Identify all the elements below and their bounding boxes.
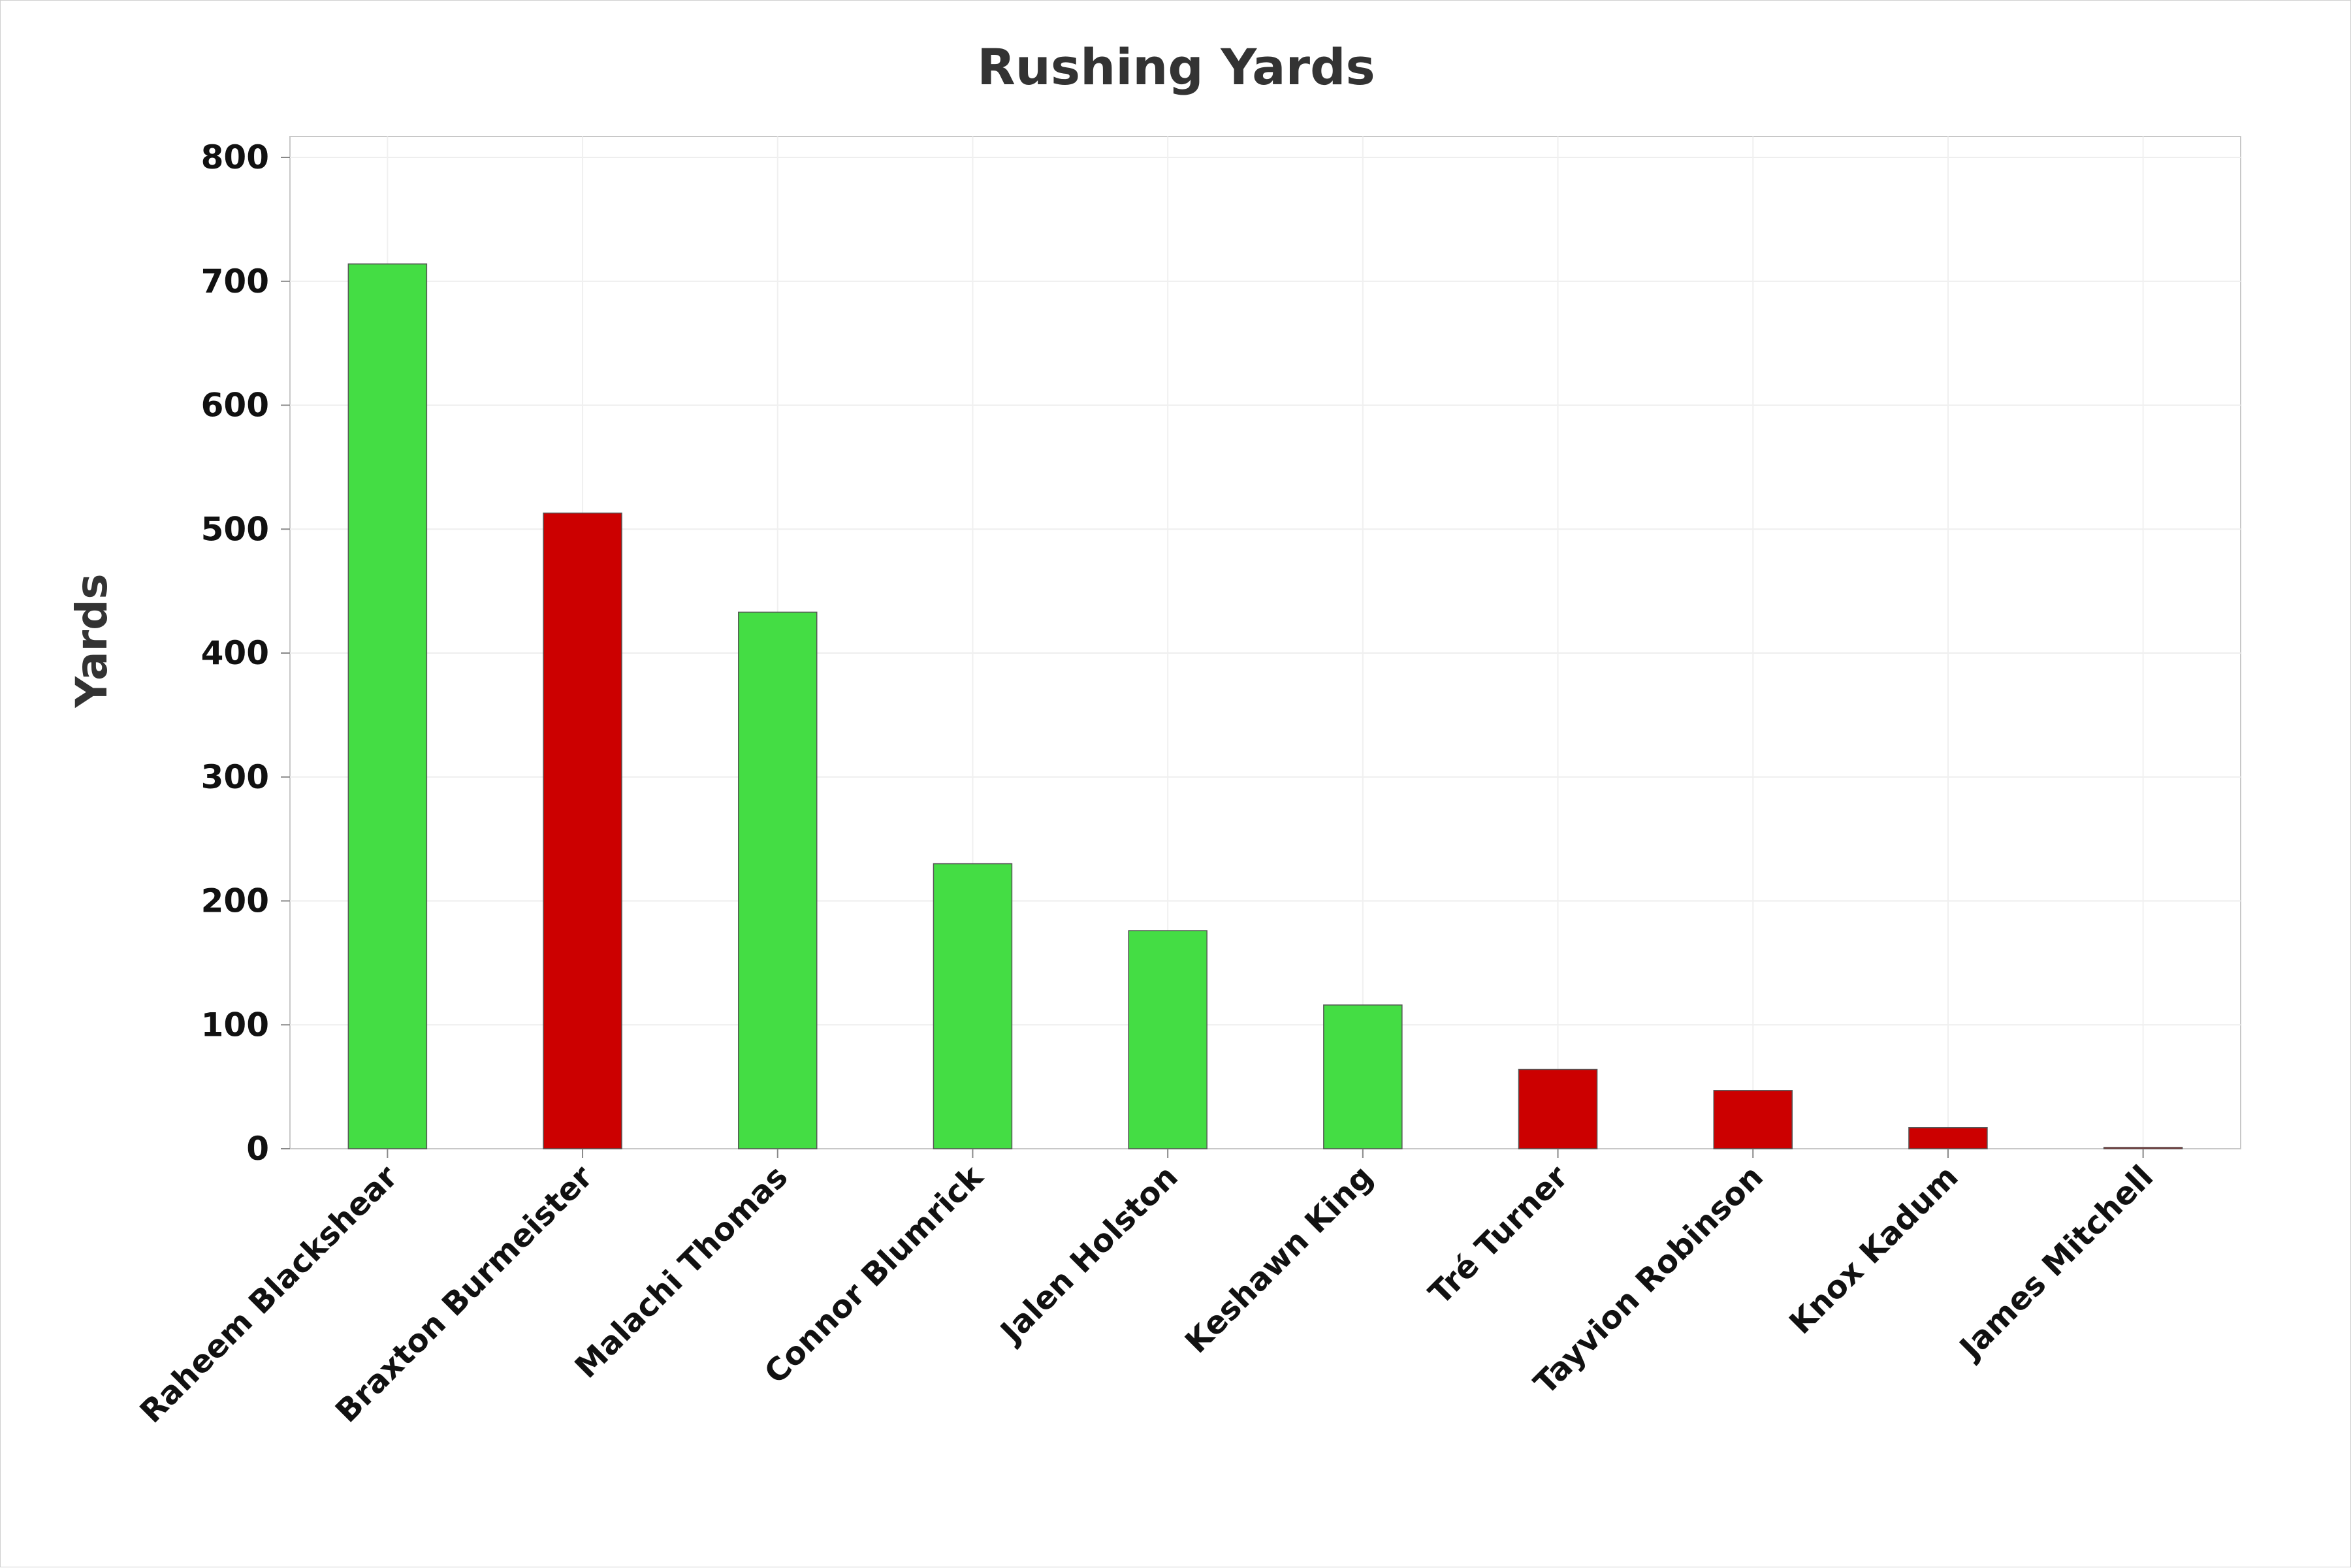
y-tick-label: 600 [201,387,269,424]
x-tick-label: Malachi Thomas [568,1159,795,1386]
y-tick-label: 0 [246,1130,269,1168]
y-tick-label: 200 [201,882,269,920]
bar [543,512,622,1149]
y-tick-label: 100 [201,1006,269,1044]
x-tick-label: Jalen Holston [992,1159,1185,1351]
y-axis-ticks: 0 100 200 300 400 500 600 700 800 [201,138,290,1168]
bar [1128,930,1207,1149]
x-tick-label: Connor Blumrick [758,1158,991,1391]
y-tick-label: 500 [201,510,269,548]
x-tick-label: Tré Turner [1422,1159,1575,1312]
y-tick-label: 800 [201,138,269,176]
y-tick-label: 400 [201,634,269,672]
bar [738,611,818,1149]
y-tick-label: 700 [201,263,269,300]
x-tick-label: Knox Kadum [1782,1159,1965,1341]
bar [1908,1127,1988,1149]
y-axis-label: Yards [67,573,117,708]
bar [933,863,1013,1149]
bar [347,263,428,1149]
y-tick-label: 300 [201,758,269,796]
bars [347,263,2183,1149]
bar [1713,1090,1793,1149]
bar [2103,1147,2183,1149]
chart-title: Rushing Yards [977,38,1375,96]
x-tick-label: Keshawn King [1178,1159,1380,1360]
bar [1518,1068,1598,1149]
bar [1323,1004,1403,1149]
x-tick-label: James Mitchell [1951,1159,2160,1368]
